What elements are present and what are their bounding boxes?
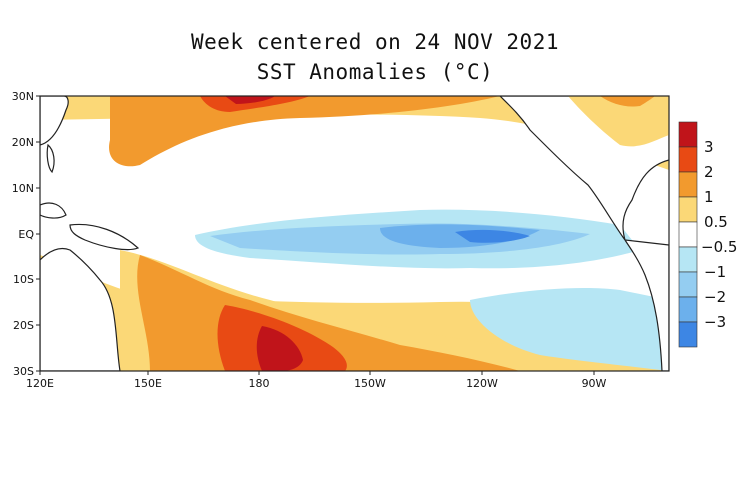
lat-label-10s: 10S (13, 273, 34, 286)
lon-label-120e: 120E (26, 377, 54, 390)
gulf-of-mexico-warm (568, 96, 669, 147)
colorbar-swatch-8 (678, 296, 698, 323)
colorbar-label-3: 3 (704, 138, 714, 156)
lat-label-20n: 20N (12, 136, 34, 149)
colorbar-label-neg-0-5: −0.5 (701, 238, 737, 256)
colorbar-swatch-5 (678, 221, 698, 248)
gulf-warm-patch (600, 96, 655, 107)
anomaly-field (40, 96, 669, 371)
cool-anomaly-southeast (470, 288, 669, 371)
map-subtitle: SST Anomalies (°C) (256, 60, 494, 84)
land-philippines (46, 143, 55, 174)
lon-axis: 120E 150E 180 150W 120W 90W (26, 371, 607, 390)
lon-label-120w: 120W (466, 377, 498, 390)
colorbar-swatch-2 (678, 146, 698, 173)
colorbar-label-0-5: 0.5 (704, 213, 728, 231)
land-indonesia (40, 202, 67, 219)
very-strong-anomaly-south (256, 326, 303, 371)
land-asia (40, 96, 69, 146)
colorbar-swatch-9 (678, 321, 698, 348)
strong-anomaly-north (200, 96, 310, 112)
lon-label-150w: 150W (354, 377, 386, 390)
positive-anomaly-north (109, 96, 501, 167)
colorbar-label-2: 2 (704, 163, 714, 181)
lat-label-30n: 30N (12, 90, 34, 103)
colorbar-swatch-6 (678, 246, 698, 273)
lat-label-10n: 10N (12, 182, 34, 195)
map-title: Week centered on 24 NOV 2021 (190, 30, 559, 54)
lat-label-30s: 30S (13, 365, 34, 378)
very-strong-anomaly-north (225, 96, 275, 104)
colorbar-label-neg-3: −3 (704, 313, 726, 331)
colorbar-label-neg-2: −2 (704, 288, 726, 306)
lon-label-90w: 90W (582, 377, 607, 390)
colorbar-swatch-3 (678, 171, 698, 198)
lat-label-20s: 20S (13, 319, 34, 332)
lon-label-150e: 150E (134, 377, 162, 390)
colorbar: 3 2 1 0.5 −0.5 −1 −2 −3 (678, 121, 737, 348)
colorbar-swatch-4 (678, 196, 698, 223)
land-australia (40, 247, 121, 371)
colorbar-label-neg-1: −1 (704, 263, 726, 281)
colorbar-swatch-1 (678, 121, 698, 148)
lat-label-eq: EQ (18, 228, 34, 241)
colorbar-swatch-7 (678, 271, 698, 298)
lat-axis: 30N 20N 10N EQ 10S 20S 30S (12, 90, 40, 378)
land-new-guinea (69, 223, 140, 251)
lon-label-180: 180 (249, 377, 270, 390)
colorbar-label-1: 1 (704, 188, 714, 206)
cold-tongue-core (455, 229, 530, 243)
land-americas (499, 96, 669, 371)
